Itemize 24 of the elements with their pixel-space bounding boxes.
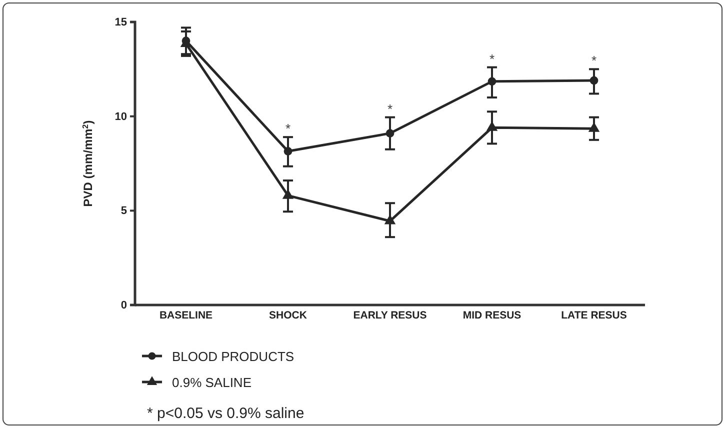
annotation: * (285, 121, 291, 136)
y-tick-label: 10 (114, 110, 127, 123)
legend-label: BLOOD PRODUCTS (172, 349, 294, 364)
point (384, 214, 396, 224)
point (588, 122, 600, 132)
point (284, 147, 292, 156)
y-tick-label: 5 (120, 205, 127, 218)
x-tick-label: BASELINE (159, 309, 213, 322)
annotation: * (387, 101, 393, 116)
annotation: * (591, 53, 597, 68)
x-tick-label: EARLY RESUS (353, 309, 427, 322)
annotation: * (489, 51, 495, 66)
x-tick-label: LATE RESUS (561, 309, 627, 322)
point (486, 121, 498, 131)
x-tick-label: MID RESUS (462, 309, 522, 322)
text: * p<0.05 vs 0.9% saline (147, 405, 304, 422)
y-tick-label: 15 (114, 16, 127, 29)
point (386, 129, 394, 138)
point (488, 77, 496, 86)
y-tick-label: 0 (120, 300, 127, 312)
point (282, 189, 294, 199)
legend-label: 0.9% SALINE (172, 375, 252, 390)
point (590, 76, 598, 85)
x-tick-label: SHOCK (269, 309, 308, 322)
